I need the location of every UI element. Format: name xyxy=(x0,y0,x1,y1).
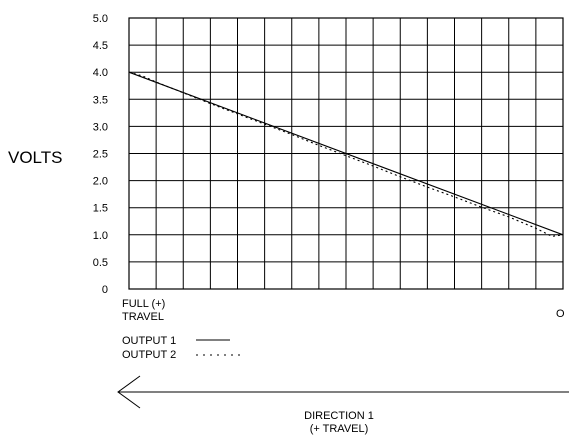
series-line-output-2 xyxy=(128,71,564,237)
y-tick-label: 2.5 xyxy=(93,149,108,161)
x-label-zero: O xyxy=(556,308,565,320)
chart-grid xyxy=(128,17,564,290)
y-tick-labels: 0 0.5 1.0 1.5 2.0 2.5 3.0 3.5 4.0 4.5 5.0 xyxy=(93,13,108,296)
y-tick-label: 4.0 xyxy=(93,67,108,79)
y-tick-label: 4.5 xyxy=(93,40,108,52)
y-tick-label: 2.0 xyxy=(93,176,108,188)
chart-series xyxy=(128,71,564,237)
y-tick-label: 3.5 xyxy=(93,94,108,106)
y-axis-label: VOLTS xyxy=(8,148,62,167)
direction-label-line1: DIRECTION 1 xyxy=(304,410,374,422)
plot-frame xyxy=(128,17,564,290)
direction-arrow-head xyxy=(117,375,141,409)
legend-label-output-1: OUTPUT 1 xyxy=(122,335,176,347)
y-tick-label: 1.0 xyxy=(93,230,108,242)
direction-arrow xyxy=(117,375,569,409)
legend-label-output-2: OUTPUT 2 xyxy=(122,349,176,361)
y-tick-label: 5.0 xyxy=(93,13,108,25)
y-tick-label: 0 xyxy=(102,284,108,296)
y-tick-label: 3.0 xyxy=(93,121,108,133)
y-tick-label: 1.5 xyxy=(93,203,108,215)
series-line-output-1 xyxy=(128,71,564,236)
x-label-full-travel-line1: FULL (+) xyxy=(122,298,165,310)
y-tick-label: 0.5 xyxy=(93,257,108,269)
direction-label-line2: (+ TRAVEL) xyxy=(310,423,369,435)
legend: OUTPUT 1 OUTPUT 2 xyxy=(122,335,240,361)
x-label-full-travel-line2: TRAVEL xyxy=(122,311,164,323)
